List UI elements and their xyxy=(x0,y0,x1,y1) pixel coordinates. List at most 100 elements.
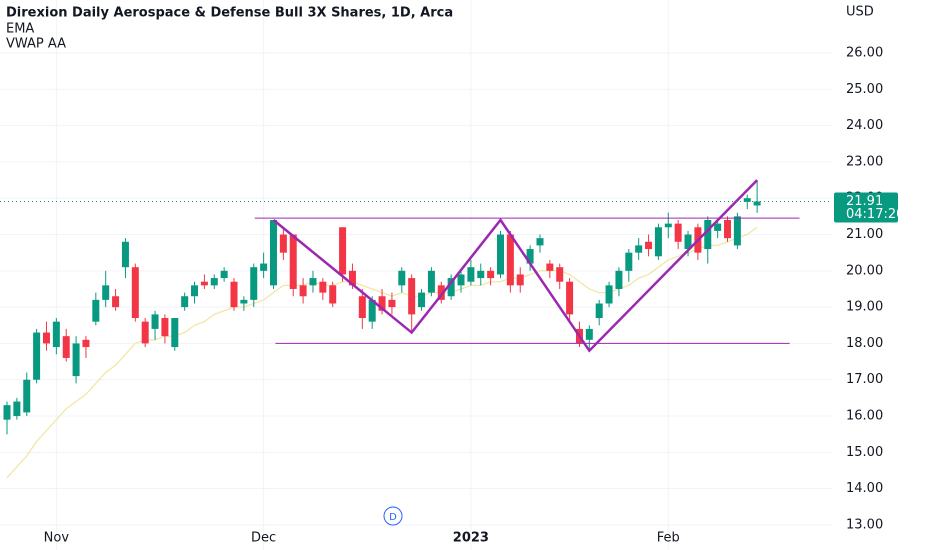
candle-body xyxy=(151,314,159,329)
candle-body xyxy=(408,278,416,315)
y-tick-label: 19.00 xyxy=(846,300,883,315)
candle-body xyxy=(289,234,297,289)
candle-body xyxy=(733,216,741,246)
candle-body xyxy=(339,227,347,275)
candle-body xyxy=(171,318,179,348)
y-tick-label: 21.00 xyxy=(846,227,883,242)
y-tick-label: 18.00 xyxy=(846,336,883,351)
y-tick-label: 17.00 xyxy=(846,372,883,387)
x-tick-label: 2023 xyxy=(453,531,489,546)
candle-body xyxy=(526,249,534,264)
y-tick-label: 14.00 xyxy=(846,481,883,496)
candle-body xyxy=(3,405,11,420)
candle-body xyxy=(210,278,218,286)
candle-body xyxy=(299,285,307,297)
y-tick-label: 16.00 xyxy=(846,409,883,424)
candle-body xyxy=(595,303,603,319)
candle-body xyxy=(92,299,100,322)
candle-body xyxy=(457,274,465,286)
candle-body xyxy=(121,241,129,268)
candle-body xyxy=(348,270,356,286)
last-price-box xyxy=(834,192,898,223)
candle-body xyxy=(704,220,712,250)
candle-body xyxy=(654,227,662,257)
candle-body xyxy=(220,270,228,279)
candle-body xyxy=(102,285,110,300)
candle-body xyxy=(753,201,761,206)
candle-body xyxy=(112,296,120,308)
candle-body xyxy=(319,281,327,293)
candle-body xyxy=(200,281,208,286)
candle-body xyxy=(52,321,60,348)
candle-body xyxy=(516,274,524,286)
legend-entry: VWAP AA xyxy=(6,37,66,52)
candle-body xyxy=(714,223,722,231)
candle-body xyxy=(398,270,406,286)
candle-body xyxy=(487,270,495,279)
candle-body xyxy=(250,267,258,300)
candle-body xyxy=(191,285,199,297)
candle-body xyxy=(329,285,337,304)
candle-body xyxy=(368,299,376,322)
candle-body xyxy=(23,379,31,413)
chart-title: Direxion Daily Aerospace & Defense Bull … xyxy=(6,6,453,21)
legend-entry: EMA xyxy=(6,22,34,37)
y-tick-label: 13.00 xyxy=(846,517,883,532)
candle-body xyxy=(566,281,574,315)
candle-body xyxy=(427,270,435,293)
candle-body xyxy=(477,270,485,279)
candle-body xyxy=(240,299,248,304)
candle-body xyxy=(625,252,633,271)
y-tick-label: 20.00 xyxy=(846,263,883,278)
candle-body xyxy=(181,296,189,308)
x-tick-label: Feb xyxy=(657,531,680,546)
candle-body xyxy=(724,220,732,239)
candle-body xyxy=(497,234,504,275)
candle-body xyxy=(269,220,277,286)
candle-body xyxy=(13,401,21,417)
candle-body xyxy=(437,285,445,300)
candle-body xyxy=(585,328,593,340)
candle-body xyxy=(506,234,514,286)
candle-body xyxy=(645,241,653,250)
y-tick-label: 15.00 xyxy=(846,445,883,460)
zigzag-line xyxy=(272,179,759,353)
candle-body xyxy=(230,281,238,308)
event-marker-circle[interactable] xyxy=(383,506,403,526)
candle-body xyxy=(33,332,41,380)
candle-body xyxy=(418,292,426,308)
candle-body xyxy=(635,245,643,253)
currency: USD xyxy=(846,5,874,20)
candle-body xyxy=(358,296,366,319)
candle-body xyxy=(615,270,623,289)
candle-body xyxy=(684,234,692,250)
candle-body xyxy=(467,267,475,282)
candle-body xyxy=(279,234,287,253)
candle-body xyxy=(72,343,80,377)
candle-body xyxy=(260,263,268,271)
candle-body xyxy=(388,299,396,308)
candle-body xyxy=(309,278,317,286)
candle-body xyxy=(605,285,613,304)
last-price-label: 21.91 xyxy=(846,194,883,209)
candle-body xyxy=(378,296,386,311)
candle-body xyxy=(546,263,554,271)
candle-body xyxy=(62,336,70,358)
candle-body xyxy=(674,223,682,242)
candle-body xyxy=(161,318,169,337)
y-tick-label: 25.00 xyxy=(846,82,883,97)
candle-body xyxy=(664,223,672,228)
x-tick-label: Dec xyxy=(251,531,276,546)
candle-body xyxy=(536,238,544,246)
countdown-label: 04:17:20 xyxy=(846,207,904,222)
candle-body xyxy=(131,267,139,319)
y-tick-label: 24.00 xyxy=(846,118,883,133)
candle-body xyxy=(743,198,751,202)
y-tick-label: 26.00 xyxy=(846,46,883,61)
candle-body xyxy=(556,267,564,282)
event-marker[interactable]: D xyxy=(389,512,397,523)
candle-body xyxy=(82,339,90,348)
y-tick-label: 23.00 xyxy=(846,154,883,169)
